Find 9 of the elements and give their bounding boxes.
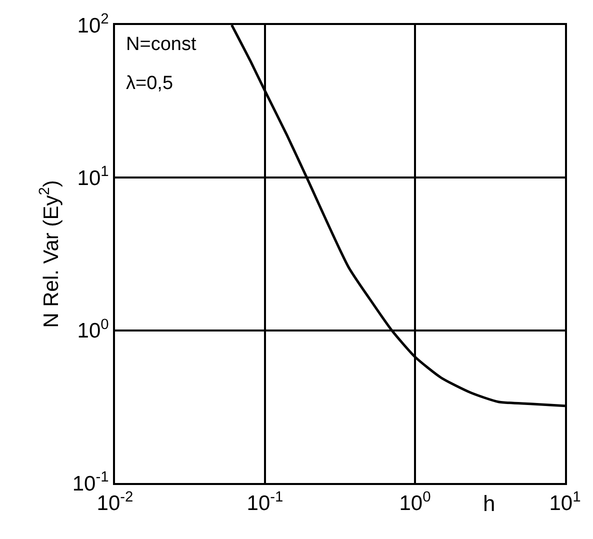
- x-axis-title: h: [483, 491, 496, 516]
- y-tick-label: 10$^{1}$: [77, 164, 109, 190]
- annotation: λ=0,5: [126, 73, 174, 94]
- y-tick-label: 10$^{0}$: [77, 316, 109, 343]
- x-tick-label: 10$^{-1}$: [246, 489, 284, 516]
- annotation: N=const: [126, 34, 197, 55]
- y-tick-label: 10$^{2}$: [77, 12, 109, 38]
- x-tick-label: 10$^{1}$: [549, 489, 581, 516]
- x-tick-label: 10$^{0}$: [399, 489, 431, 516]
